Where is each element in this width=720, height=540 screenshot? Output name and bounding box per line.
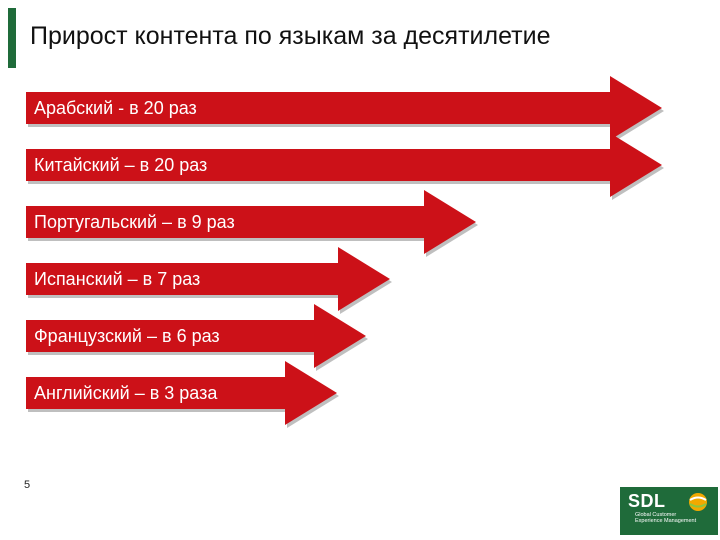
arrow-label: Китайский – в 20 раз	[34, 155, 208, 175]
title-accent-bar	[8, 8, 16, 68]
sdl-globe-icon	[689, 493, 707, 511]
arrow-label: Английский – в 3 раза	[34, 383, 218, 403]
growth-arrow	[26, 304, 366, 368]
growth-arrow	[26, 76, 662, 140]
growth-arrow	[26, 190, 476, 254]
growth-arrow	[26, 133, 662, 197]
slide-title: Прирост контента по языкам за десятилети…	[30, 22, 551, 50]
growth-arrow	[26, 247, 390, 311]
sdl-logo: SDL Global Customer Experience Managemen…	[620, 487, 718, 535]
arrow-label: Арабский - в 20 раз	[34, 98, 197, 118]
arrow-label: Французский – в 6 раз	[34, 326, 220, 346]
arrow-label: Португальский – в 9 раз	[34, 212, 235, 232]
arrow-label: Испанский – в 7 раз	[34, 269, 201, 289]
page-number: 5	[24, 479, 31, 491]
growth-arrow	[26, 361, 337, 425]
logo-subtitle: Global Customer Experience Management	[635, 512, 697, 524]
logo-text: SDL	[628, 491, 666, 511]
